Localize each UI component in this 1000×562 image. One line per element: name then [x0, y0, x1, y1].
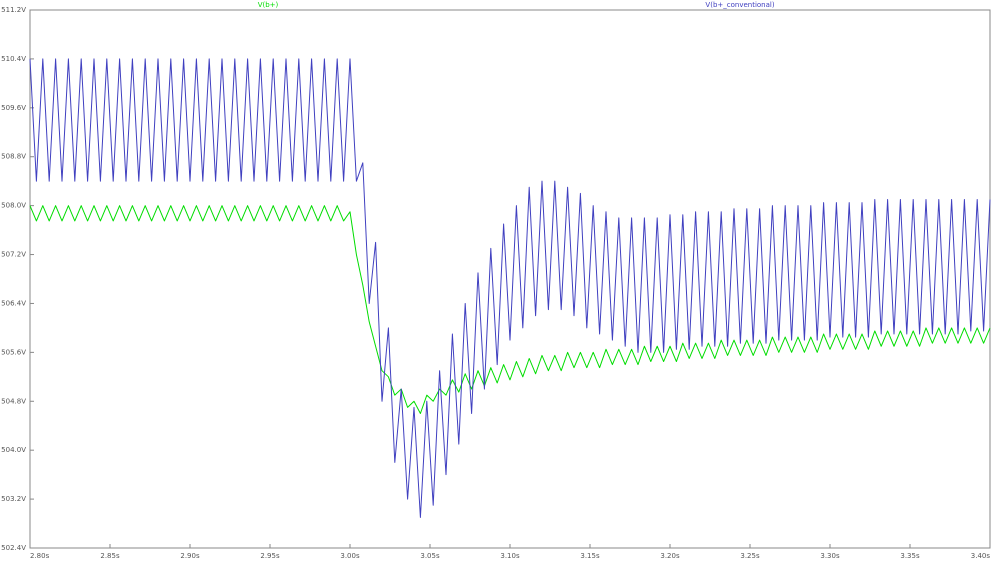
x-tick-label: 2.90s [180, 552, 200, 560]
y-tick-label: 506.4V [1, 299, 26, 307]
x-tick-label: 3.40s [971, 552, 991, 560]
y-tick-label: 502.4V [1, 544, 26, 552]
y-tick-label: 509.6V [1, 104, 26, 112]
x-tick-label: 3.00s [340, 552, 360, 560]
x-tick-label: 3.20s [660, 552, 680, 560]
series-line [29, 205, 991, 414]
y-tick-label: 508.8V [1, 153, 26, 161]
x-tick-label: 2.80s [30, 552, 50, 560]
y-tick-label: 508.0V [1, 202, 26, 210]
x-tick-label: 2.95s [260, 552, 280, 560]
y-tick-label: 503.2V [1, 495, 26, 503]
x-tick-label: 3.30s [820, 552, 840, 560]
y-tick-label: 510.4V [1, 55, 26, 63]
y-tick-label: 505.6V [1, 348, 26, 356]
x-tick-label: 3.25s [740, 552, 760, 560]
legend-entry: V(b+_conventional) [705, 1, 774, 9]
x-tick-label: 3.35s [900, 552, 920, 560]
series-line [29, 58, 991, 518]
x-tick-label: 3.05s [420, 552, 440, 560]
legend-entry: V(b+) [258, 1, 279, 9]
y-tick-label: 511.2V [1, 6, 26, 14]
y-tick-label: 504.8V [1, 397, 26, 405]
y-tick-label: 507.2V [1, 251, 26, 259]
x-tick-label: 2.85s [100, 552, 120, 560]
x-tick-label: 3.15s [580, 552, 600, 560]
y-tick-label: 504.0V [1, 446, 26, 454]
x-tick-label: 3.10s [500, 552, 520, 560]
